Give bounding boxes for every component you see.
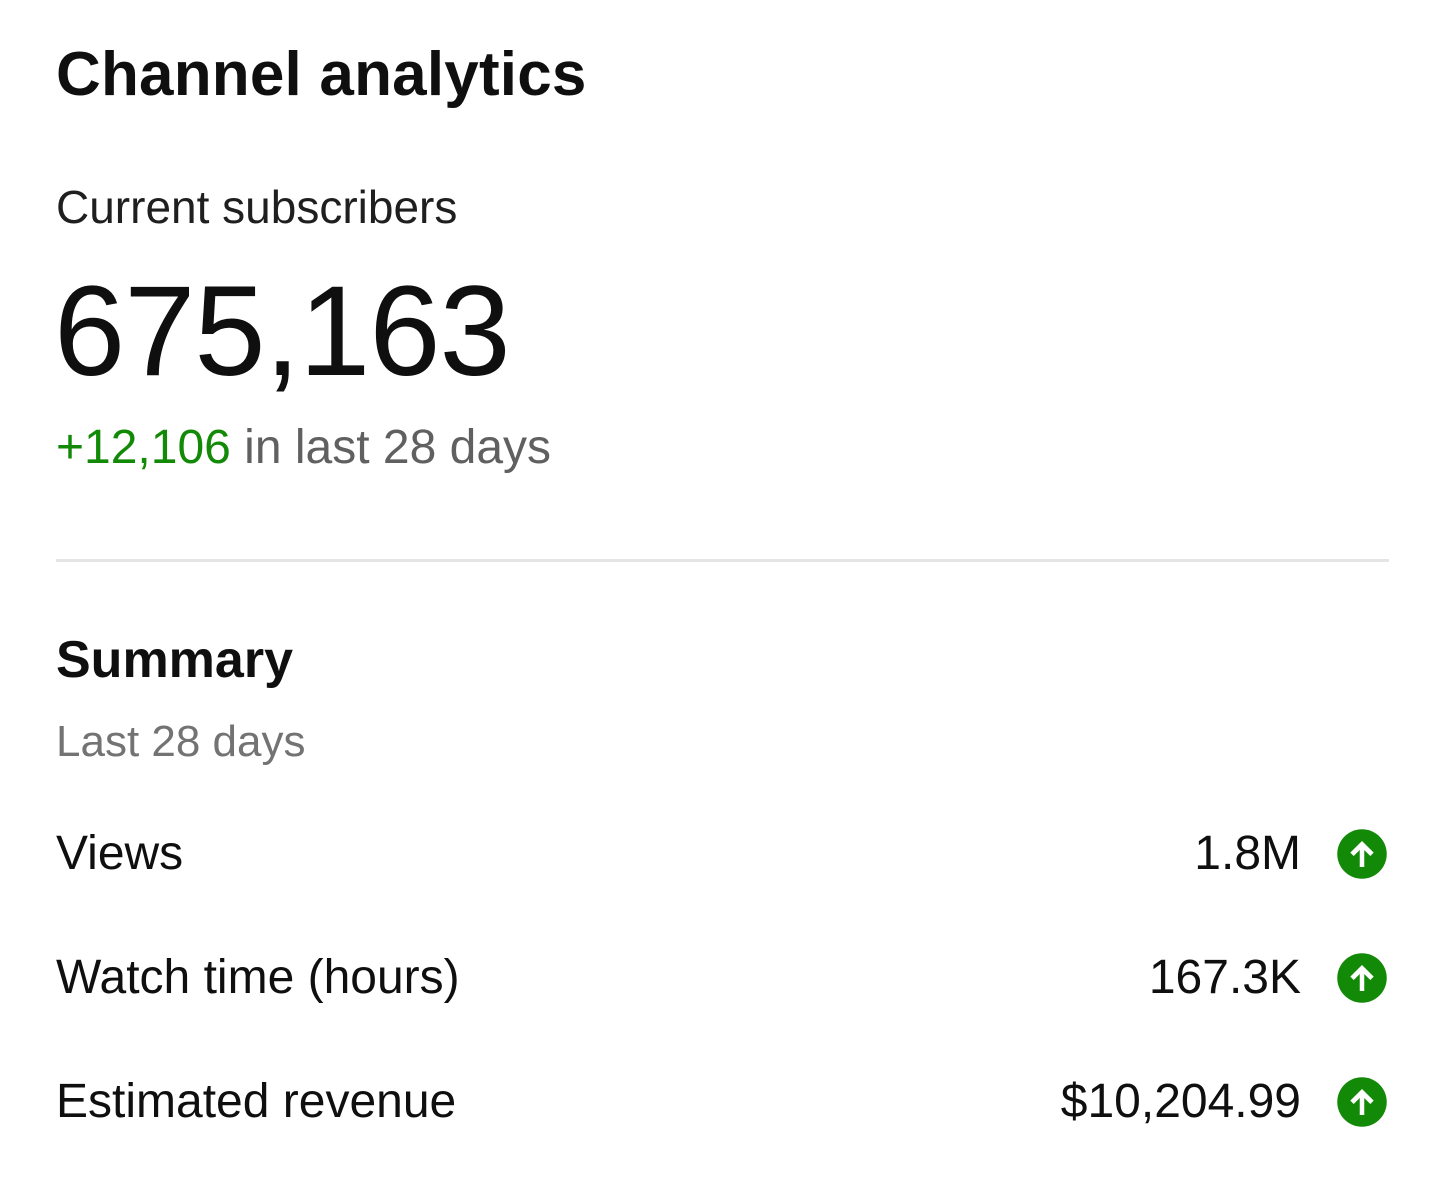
summary-period: Last 28 days [56,717,306,766]
metric-row-watch-time[interactable]: Watch time (hours) 167.3K [56,948,1389,1008]
metric-value: 1.8M [1194,827,1301,880]
summary-title: Summary [56,631,293,689]
subscribers-change-period: in last 28 days [230,421,552,474]
metric-label: Estimated revenue [56,1075,457,1128]
section-divider [56,559,1389,562]
metric-row-views[interactable]: Views 1.8M [56,824,1389,884]
arrow-up-circle-icon [1337,953,1387,1003]
metric-value: $10,204.99 [1060,1075,1301,1128]
metric-label: Views [56,827,184,880]
arrow-up-circle-icon [1337,1077,1387,1127]
subscribers-label: Current subscribers [56,181,458,233]
metric-value: 167.3K [1148,951,1301,1004]
metric-label: Watch time (hours) [56,951,460,1004]
arrow-up-circle-icon [1337,829,1387,879]
subscribers-change: +12,106 in last 28 days [56,424,551,472]
metric-row-estimated-revenue[interactable]: Estimated revenue $10,204.99 [56,1072,1389,1132]
page-title: Channel analytics [56,40,587,109]
subscribers-delta: +12,106 [56,421,231,474]
subscribers-count: 675,163 [54,260,511,403]
